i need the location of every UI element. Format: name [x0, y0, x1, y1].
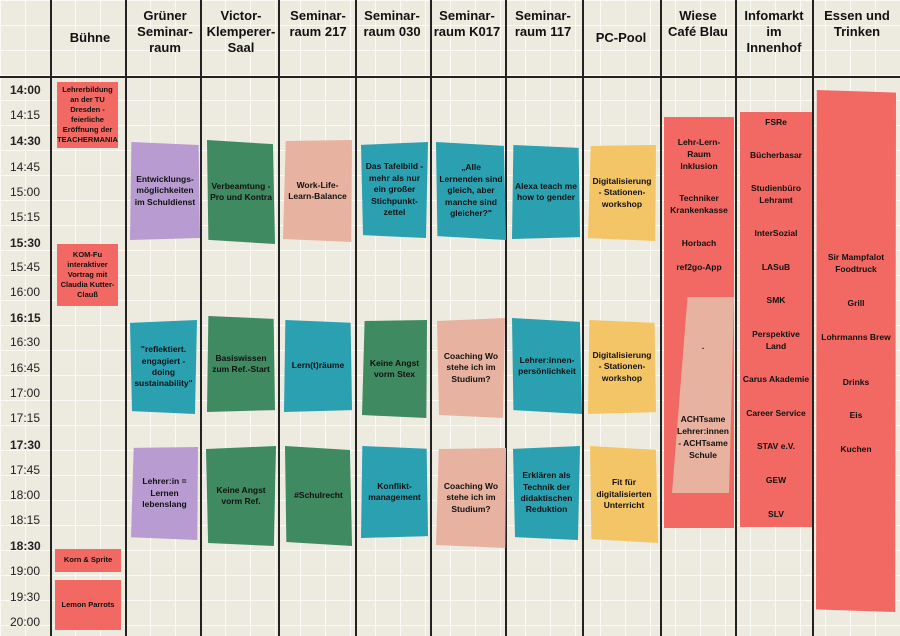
event-pc-digitalisierung-1[interactable]: Digitalisierung - Stationen-workshop [588, 145, 656, 241]
event-k017-coaching-2[interactable]: Coaching Wo stehe ich im Studium? [436, 448, 506, 548]
event-buehne-eroeffnung[interactable]: Lehrerbildung an der TU Dresden - feierl… [57, 82, 118, 148]
column-header-buehne: Bühne [69, 30, 111, 45]
event-117-alexa[interactable]: Alexa teach me how to gender [512, 145, 580, 239]
time-label: 18:15 [10, 513, 41, 527]
time-label: 14:30 [10, 134, 41, 148]
time-label: 14:45 [10, 160, 41, 174]
column-header-seminarraum-030: Seminar-raum 030 [363, 8, 421, 39]
wiese-item[interactable]: Lehr-Lern-Raum Inklusion [677, 137, 721, 171]
infomarkt-item[interactable]: GEW [765, 475, 787, 485]
wiese-item[interactable]: Horbach [681, 238, 717, 248]
event-buehne-kom-fu[interactable]: KOM-Fu interaktiver Vortrag mit Claudia … [57, 244, 118, 306]
column-divider [660, 0, 662, 636]
column-header-seminarraum-117: Seminar-raum 117 [514, 8, 572, 39]
column-header-essen-und-trinken: Essen und Trinken [824, 8, 890, 39]
event-030-tafelbild[interactable]: Das Tafelbild - mehr als nur ein großer … [361, 142, 428, 238]
time-label: 16:15 [10, 311, 41, 325]
event-117-erklaeren[interactable]: Erklären als Technik der didaktischen Re… [513, 446, 580, 540]
event-vk-keine-angst-ref[interactable]: Keine Angst vorm Ref. [206, 446, 276, 546]
event-030-keine-angst-stex[interactable]: Keine Angst vorm Stex [362, 320, 427, 418]
time-label: 16:45 [10, 361, 41, 375]
column-divider [50, 0, 52, 636]
schedule-header: Bühne Grüner Seminar-raum Victor-Klemper… [0, 0, 900, 76]
column-divider [812, 0, 814, 636]
essen-item[interactable]: Lohrmanns Brew [821, 332, 891, 342]
time-label: 19:30 [10, 590, 41, 604]
time-label: 15:15 [10, 210, 41, 224]
event-gruener-sustainability[interactable]: "reflektiert. engagiert - doing sustaina… [130, 320, 197, 414]
column-divider [430, 0, 432, 636]
column-header-wiese-cafe-blau: Wiese Café Blau [668, 8, 728, 39]
event-vk-basiswissen[interactable]: Basiswissen zum Ref.-Start [207, 316, 275, 412]
column-header-seminarraum-k017: Seminar-raum K017 [433, 8, 501, 39]
column-divider [200, 0, 202, 636]
time-label: 17:30 [10, 438, 41, 452]
infomarkt-item[interactable]: Perspektive Land [752, 329, 800, 351]
column-header-victor-klemperer-saal: Victor-Klemperer-Saal [206, 8, 276, 55]
column-block-essen-trinken [816, 90, 896, 612]
time-label: 15:00 [10, 185, 41, 199]
column-header-seminarraum-217: Seminar-raum 217 [289, 8, 347, 39]
time-label: 18:30 [10, 539, 41, 553]
essen-item[interactable]: Drinks [842, 377, 870, 387]
time-label: 17:45 [10, 463, 41, 477]
header-divider [0, 76, 900, 78]
event-gruener-lernen-lebenslang[interactable]: Lehrer:in = Lernen lebenslang [131, 447, 198, 540]
column-block-infomarkt [740, 112, 812, 527]
time-label: 14:00 [10, 83, 41, 97]
wiese-item[interactable]: Techniker Krankenkasse [670, 193, 728, 215]
essen-item[interactable]: Eis [849, 410, 863, 420]
infomarkt-item[interactable]: LASuB [761, 262, 791, 272]
time-label: 19:00 [10, 564, 41, 578]
wiese-item[interactable]: ref2go-App [676, 262, 722, 272]
time-label: 16:30 [10, 335, 41, 349]
event-217-work-life[interactable]: Work-Life-Learn-Balance [283, 140, 352, 242]
column-header-gruener-seminarraum: Grüner Seminar-raum [137, 8, 193, 55]
event-gruener-entwicklung[interactable]: Entwicklungs-möglichkeiten im Schuldiens… [130, 142, 200, 240]
column-divider [125, 0, 127, 636]
essen-item[interactable]: Kuchen [840, 444, 872, 454]
infomarkt-item[interactable]: InterSozial [754, 228, 798, 238]
event-buehne-korn-sprite[interactable]: Korn & Sprite [55, 549, 121, 572]
column-divider [505, 0, 507, 636]
time-label: 17:15 [10, 411, 41, 425]
wiese-placeholder-dot: . [701, 341, 705, 351]
infomarkt-item[interactable]: Bücherbasar [750, 150, 802, 160]
column-divider [735, 0, 737, 636]
event-vk-verbeamtung[interactable]: Verbeamtung - Pro und Kontra [207, 140, 275, 244]
infomarkt-item[interactable]: SMK [766, 295, 786, 305]
column-divider [355, 0, 357, 636]
infomarkt-item[interactable]: Studienbüro Lehramt [750, 183, 802, 205]
event-buehne-lemon-parrots[interactable]: Lemon Parrots [55, 580, 121, 630]
time-label: 17:00 [10, 386, 41, 400]
event-k017-coaching-1[interactable]: Coaching Wo stehe ich im Studium? [437, 318, 505, 418]
column-header-pc-pool: PC-Pool [595, 30, 647, 45]
essen-item[interactable]: Sir Mampfalot Foodtruck [827, 252, 885, 274]
time-label: 15:45 [10, 260, 41, 274]
time-label: 15:30 [10, 236, 41, 250]
event-217-schulrecht[interactable]: #Schulrecht [285, 446, 352, 546]
time-label: 14:15 [10, 108, 41, 122]
essen-item[interactable]: Grill [847, 298, 865, 308]
event-pc-fit-digital[interactable]: Fit für digitalisierten Unterricht [590, 446, 658, 543]
infomarkt-item[interactable]: STAV e.V. [756, 441, 796, 451]
column-divider [278, 0, 280, 636]
wiese-achtsame-label: ACHTsame Lehrer:innen - ACHTsame Schule [677, 414, 729, 461]
time-label: 18:00 [10, 488, 41, 502]
event-217-lernraeume[interactable]: Lern(t)räume [284, 320, 352, 412]
infomarkt-item[interactable]: Career Service [746, 408, 806, 418]
time-label: 20:00 [10, 615, 41, 629]
event-k017-alle-lernenden[interactable]: „Alle Lernenden sind gleich, aber manche… [436, 142, 506, 240]
time-label: 16:00 [10, 285, 41, 299]
infomarkt-item[interactable]: FSRe [765, 117, 787, 127]
column-divider [582, 0, 584, 636]
event-030-konfliktmanagement[interactable]: Konflikt-management [361, 446, 428, 538]
event-pc-digitalisierung-2[interactable]: Digitalisierung - Stationen-workshop [588, 320, 656, 414]
column-header-infomarkt-im-innenhof: Infomarkt im Innenhof [744, 8, 804, 55]
infomarkt-item[interactable]: SLV [768, 509, 784, 519]
infomarkt-item[interactable]: Carus Akademie [742, 374, 810, 384]
event-117-persoenlichkeit[interactable]: Lehrer:innen-persönlichkeit [512, 318, 582, 414]
